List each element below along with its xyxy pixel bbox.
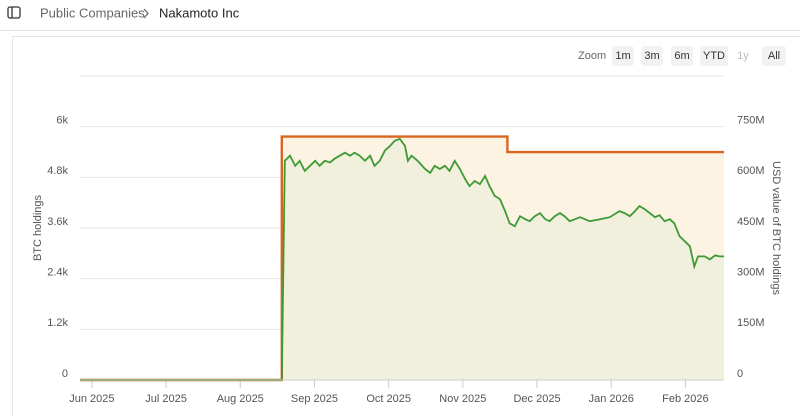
y2-tick-label: 150M xyxy=(737,317,765,329)
zoom-button[interactable] xyxy=(641,46,663,66)
zoom-button-label[interactable]: 6m xyxy=(674,50,689,62)
y2-tick-label: 0 xyxy=(737,368,743,380)
zoom-button[interactable] xyxy=(612,46,634,66)
series-line xyxy=(80,137,724,381)
breadcrumb-current: Nakamoto Inc xyxy=(159,5,240,20)
zoom-button[interactable] xyxy=(700,46,728,66)
y2-axis-title: USD value of BTC holdings xyxy=(770,161,782,295)
y-tick-label: 0 xyxy=(62,368,68,380)
y-tick-label: 1.2k xyxy=(47,317,68,329)
x-tick-label: Dec 2025 xyxy=(513,393,560,405)
y-tick-label: 2.4k xyxy=(47,267,68,279)
top-bar xyxy=(0,0,800,30)
x-tick-label: Sep 2025 xyxy=(291,393,338,405)
y2-tick-label: 300M xyxy=(737,267,765,279)
x-tick-label: Feb 2026 xyxy=(662,393,708,405)
y-axis-title: BTC holdings xyxy=(32,194,44,261)
x-tick-label: Nov 2025 xyxy=(439,393,486,405)
zoom-button-label[interactable]: 3m xyxy=(644,50,659,62)
sidebar-toggle[interactable] xyxy=(7,6,21,19)
y-tick-label: 6k xyxy=(56,115,68,127)
zoom-button xyxy=(732,46,754,66)
y2-tick-label: 450M xyxy=(737,216,765,228)
y2-tick-label: 600M xyxy=(737,165,765,177)
y-tick-label: 3.6k xyxy=(47,216,68,228)
zoom-label: Zoom xyxy=(578,50,606,62)
zoom-button-label[interactable]: All xyxy=(768,50,780,62)
zoom-button[interactable] xyxy=(671,46,693,66)
area-fill xyxy=(80,138,724,380)
x-tick-label: Jan 2026 xyxy=(589,393,634,405)
x-tick-label: Jun 2025 xyxy=(69,393,114,405)
zoom-button-label[interactable]: YTD xyxy=(703,50,725,62)
zoom-button[interactable] xyxy=(762,46,786,66)
zoom-button-label[interactable]: 1m xyxy=(615,50,630,62)
breadcrumb-separator xyxy=(143,8,149,19)
x-tick-label: Jul 2025 xyxy=(145,393,187,405)
x-tick-label: Oct 2025 xyxy=(366,393,411,405)
y2-tick-label: 750M xyxy=(737,115,765,127)
breadcrumb-link[interactable]: Public Companies xyxy=(40,5,145,20)
x-tick-label: Aug 2025 xyxy=(217,393,264,405)
y-tick-label: 4.8k xyxy=(47,165,68,177)
zoom-button-label: 1y xyxy=(737,50,749,62)
